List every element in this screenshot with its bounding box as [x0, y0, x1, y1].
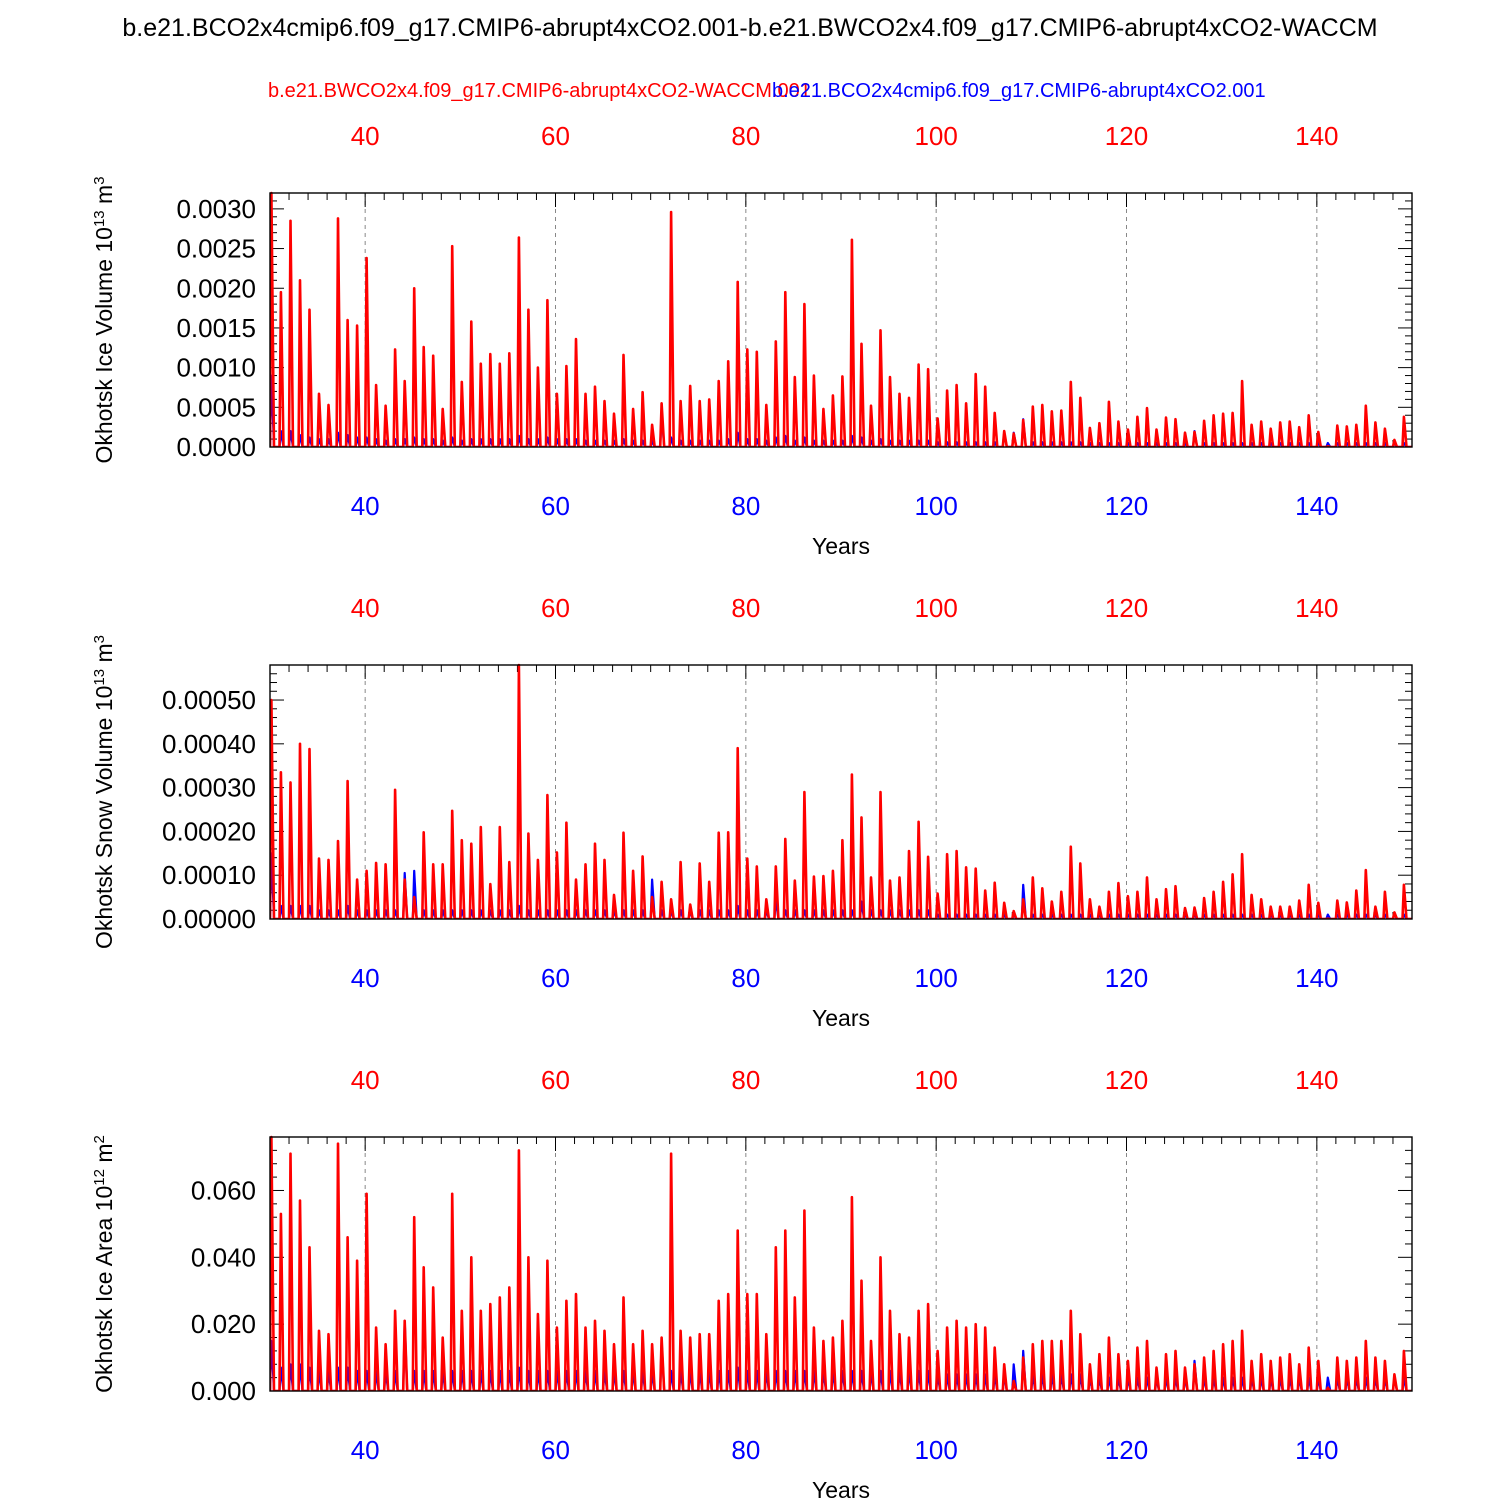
x-tick-label-bottom: 80 — [731, 491, 760, 521]
x-tick-label-bottom: 120 — [1105, 963, 1148, 993]
x-tick-label-bottom: 60 — [541, 963, 570, 993]
y-tick-label: 0.0010 — [176, 353, 256, 383]
x-tick-label-top: 140 — [1295, 593, 1338, 623]
x-tick-label-bottom: 140 — [1295, 963, 1338, 993]
x-tick-label-top: 80 — [731, 593, 760, 623]
x-tick-label-top: 120 — [1105, 121, 1148, 151]
y-tick-label: 0.00030 — [162, 773, 256, 803]
plot-frame — [269, 664, 1413, 920]
y-tick-label: 0.0015 — [176, 313, 256, 343]
x-tick-label-top: 100 — [914, 1065, 957, 1095]
chart-panel-1: 0.0000 0.0005 0.0010 0.0015 0.0020 0.0025 0.00… — [91, 121, 1413, 559]
x-tick-label-bottom: 40 — [351, 491, 380, 521]
series-line-red — [270, 663, 1412, 919]
series-line-red — [270, 1135, 1412, 1391]
x-tick-label-top: 80 — [731, 1065, 760, 1095]
x-tick-label-top: 100 — [914, 121, 957, 151]
x-tick-label-bottom: 100 — [914, 963, 957, 993]
y-axis-label-part: m — [91, 643, 117, 669]
x-tick-label-top: 140 — [1295, 121, 1338, 151]
x-axis-label: Years — [812, 533, 870, 559]
x-tick-label-bottom: 80 — [731, 1435, 760, 1465]
y-axis-label: Okhotsk Ice Area 1012 m2 — [91, 1135, 118, 1393]
x-tick-label-bottom: 40 — [351, 963, 380, 993]
x-tick-label-top: 120 — [1105, 1065, 1148, 1095]
x-tick-label-top: 100 — [914, 593, 957, 623]
y-axis-label-superscript: 2 — [91, 1135, 108, 1143]
figure-title: b.e21.BCO2x4cmip6.f09_g17.CMIP6-abrupt4x… — [122, 14, 1378, 42]
plot-frame — [269, 192, 1413, 448]
x-tick-label-bottom: 100 — [914, 1435, 957, 1465]
plot-frame — [269, 1136, 1413, 1392]
y-tick-label: 0.0030 — [176, 194, 256, 224]
x-axis-label: Years — [812, 1477, 870, 1500]
y-axis-label-superscript: 3 — [91, 176, 108, 184]
y-tick-label: 0.0025 — [176, 234, 256, 264]
legend-label-red: b.e21.BWCO2x4.f09_g17.CMIP6-abrupt4xCO2-… — [268, 80, 811, 102]
x-tick-label-bottom: 80 — [731, 963, 760, 993]
y-tick-label: 0.00010 — [162, 860, 256, 890]
x-tick-label-bottom: 140 — [1295, 491, 1338, 521]
x-tick-label-bottom: 60 — [541, 1435, 570, 1465]
x-tick-label-top: 40 — [351, 1065, 380, 1095]
y-axis-label-part: m — [91, 1143, 117, 1169]
y-tick-label: 0.0020 — [176, 273, 256, 303]
x-tick-label-bottom: 100 — [914, 491, 957, 521]
x-tick-label-bottom: 120 — [1105, 1435, 1148, 1465]
x-tick-label-bottom: 40 — [351, 1435, 380, 1465]
y-tick-label: 0.00050 — [162, 685, 256, 715]
chart-panel-3: 0.000 0.020 0.040 0.060 40 40 60 60 80 80 100 100 12… — [91, 1065, 1413, 1500]
x-tick-label-top: 40 — [351, 593, 380, 623]
y-tick-label: 0.00020 — [162, 816, 256, 846]
chart-panel-2: 0.00000 0.00010 0.00020 0.00030 0.00040 0.000… — [91, 593, 1413, 1031]
y-tick-label: 0.020 — [191, 1309, 256, 1339]
y-tick-label: 0.060 — [191, 1175, 256, 1205]
y-axis-label-superscript: 3 — [91, 635, 108, 643]
x-tick-label-top: 120 — [1105, 593, 1148, 623]
x-tick-label-top: 60 — [541, 1065, 570, 1095]
y-tick-label: 0.0000 — [176, 432, 256, 462]
y-axis-label-superscript: 13 — [91, 210, 108, 227]
x-tick-label-top: 80 — [731, 121, 760, 151]
y-axis-label-part: Okhotsk Snow Volume 10 — [91, 686, 117, 949]
y-axis-label: Okhotsk Ice Volume 1013 m3 — [91, 176, 118, 463]
y-axis-label: Okhotsk Snow Volume 1013 m3 — [91, 635, 118, 949]
x-tick-label-top: 140 — [1295, 1065, 1338, 1095]
y-tick-label: 0.00040 — [162, 729, 256, 759]
y-tick-label: 0.0005 — [176, 392, 256, 422]
x-tick-label-top: 60 — [541, 121, 570, 151]
series-line-red — [270, 191, 1412, 447]
x-tick-label-bottom: 60 — [541, 491, 570, 521]
y-tick-label: 0.000 — [191, 1376, 256, 1406]
x-axis-label: Years — [812, 1005, 870, 1031]
x-tick-label-bottom: 140 — [1295, 1435, 1338, 1465]
y-axis-label-superscript: 13 — [91, 669, 108, 686]
y-tick-label: 0.00000 — [162, 904, 256, 934]
legend-label-blue: b.e21.BCO2x4cmip6.f09_g17.CMIP6-abrupt4x… — [772, 80, 1266, 102]
x-tick-label-bottom: 120 — [1105, 491, 1148, 521]
x-tick-label-top: 60 — [541, 593, 570, 623]
y-axis-label-superscript: 12 — [91, 1169, 108, 1186]
y-axis-label-part: m — [91, 185, 117, 211]
y-axis-label-part: Okhotsk Ice Volume 10 — [91, 227, 117, 464]
y-axis-label-part: Okhotsk Ice Area 10 — [91, 1186, 117, 1393]
y-tick-label: 0.040 — [191, 1242, 256, 1272]
x-tick-label-top: 40 — [351, 121, 380, 151]
